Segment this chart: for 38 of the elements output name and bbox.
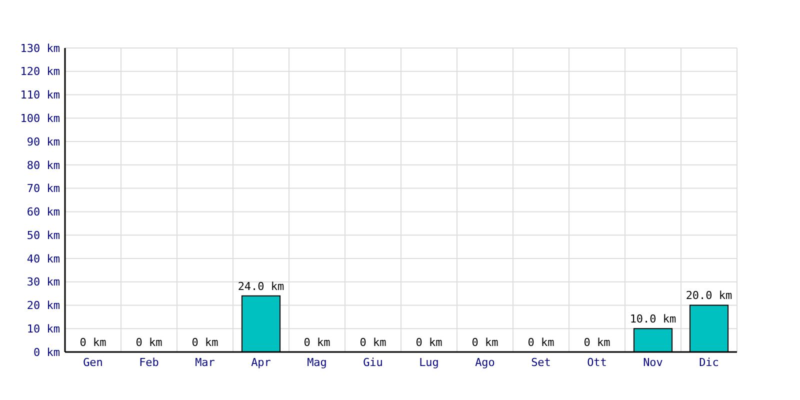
y-tick-label: 0 km bbox=[34, 346, 60, 359]
x-tick-label: Ago bbox=[475, 356, 495, 369]
data-label: 0 km bbox=[528, 336, 555, 349]
data-label: 0 km bbox=[416, 336, 443, 349]
y-tick-label: 100 km bbox=[20, 112, 60, 126]
y-tick-label: 110 km bbox=[20, 88, 60, 102]
x-tick-label: Lug bbox=[419, 356, 439, 369]
data-label: 20.0 km bbox=[686, 289, 733, 302]
x-tick-label: Gen bbox=[83, 356, 103, 369]
data-label: 0 km bbox=[136, 336, 163, 349]
x-tick-label: Nov bbox=[643, 356, 664, 369]
data-label: 0 km bbox=[192, 336, 219, 349]
y-tick-label: 10 km bbox=[26, 322, 60, 336]
data-label: 0 km bbox=[80, 336, 107, 349]
y-tick-label: 80 km bbox=[26, 158, 60, 172]
data-label: 0 km bbox=[472, 336, 499, 349]
x-tick-label: Ott bbox=[587, 356, 607, 369]
data-label: 0 km bbox=[304, 336, 331, 349]
x-tick-label: Dic bbox=[699, 356, 719, 369]
y-tick-label: 60 km bbox=[26, 206, 60, 219]
x-tick-label: Mar bbox=[195, 356, 216, 369]
data-label: 0 km bbox=[360, 336, 387, 349]
x-tick-label: Set bbox=[531, 356, 551, 369]
y-tick-label: 20 km bbox=[26, 299, 60, 312]
data-label: 0 km bbox=[584, 336, 611, 349]
y-tick-label: 120 km bbox=[20, 65, 60, 78]
y-tick-label: 90 km bbox=[26, 135, 60, 148]
y-tick-label: 70 km bbox=[26, 182, 60, 196]
x-tick-label: Giu bbox=[363, 356, 383, 369]
y-tick-label: 50 km bbox=[26, 228, 60, 242]
y-tick-label: 30 km bbox=[26, 276, 60, 289]
x-tick-label: Apr bbox=[251, 356, 272, 369]
data-label: 10.0 km bbox=[630, 312, 677, 326]
x-tick-label: Mag bbox=[307, 356, 327, 369]
y-tick-label: 40 km bbox=[26, 252, 60, 266]
y-tick-label: 130 km bbox=[20, 42, 60, 55]
data-label: 24.0 km bbox=[238, 280, 285, 293]
x-tick-label: Feb bbox=[139, 356, 159, 369]
